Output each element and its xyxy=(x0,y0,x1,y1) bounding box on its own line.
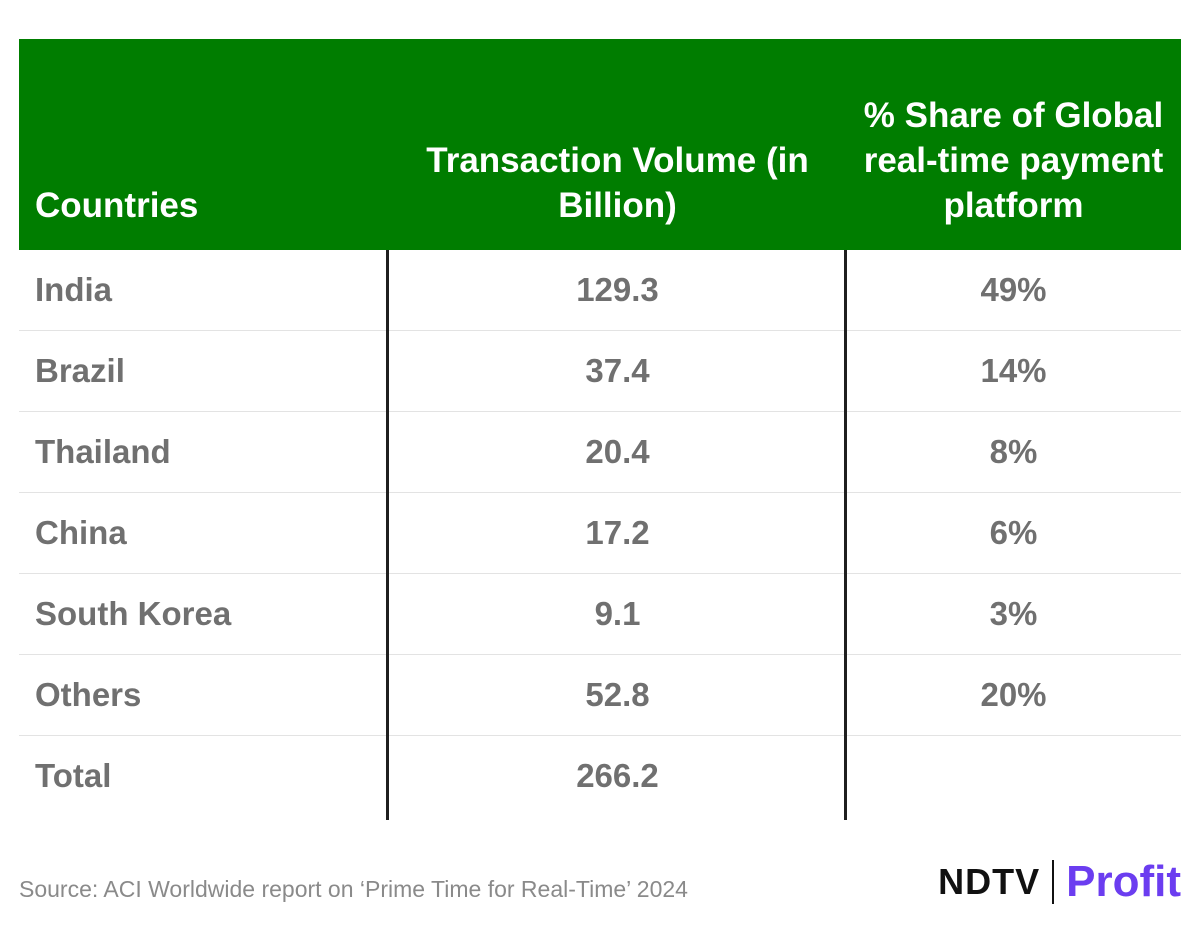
header-share: % Share of Global real-time payment plat… xyxy=(863,96,1164,225)
volume-cell: 20.4 xyxy=(585,433,650,470)
table-row: Brazil 37.4 14% xyxy=(19,330,1181,411)
share-cell: 8% xyxy=(989,433,1038,470)
country-cell: Thailand xyxy=(35,433,171,470)
ndtv-profit-logo: NDTV Profit xyxy=(938,857,1181,906)
volume-cell: 129.3 xyxy=(576,271,659,308)
source-note: Source: ACI Worldwide report on ‘Prime T… xyxy=(19,876,688,902)
share-cell: 14% xyxy=(980,352,1047,389)
share-cell: 49% xyxy=(980,271,1047,308)
country-cell: Others xyxy=(35,676,142,713)
logo-divider xyxy=(1052,860,1055,904)
volume-cell: 266.2 xyxy=(576,757,659,794)
share-cell xyxy=(846,736,1181,816)
table-body: India 129.3 49% Brazil 37.4 14% Thailand 20.4 8%… xyxy=(19,250,1181,816)
column-divider xyxy=(386,250,389,820)
country-cell: Brazil xyxy=(35,352,125,389)
column-divider xyxy=(844,250,847,820)
volume-cell: 52.8 xyxy=(585,676,650,713)
country-cell: South Korea xyxy=(35,595,232,632)
table-row: Thailand 20.4 8% xyxy=(19,411,1181,492)
volume-cell: 17.2 xyxy=(585,514,650,551)
volume-cell: 9.1 xyxy=(594,595,641,632)
logo-ndtv-text: NDTV xyxy=(938,861,1041,902)
table-row: China 17.2 6% xyxy=(19,492,1181,573)
table-row: Others 52.8 20% xyxy=(19,654,1181,735)
header-transaction-volume: Transaction Volume (in Billion) xyxy=(426,141,809,225)
country-cell: Total xyxy=(35,757,112,794)
table-row: India 129.3 49% xyxy=(19,250,1181,330)
share-cell: 3% xyxy=(989,595,1038,632)
header-countries: Countries xyxy=(35,186,199,225)
table-row: South Korea 9.1 3% xyxy=(19,573,1181,654)
country-cell: India xyxy=(35,271,113,308)
share-cell: 6% xyxy=(989,514,1038,551)
country-cell: China xyxy=(35,514,127,551)
table-header: Countries Transaction Volume (in Billion… xyxy=(19,39,1181,250)
logo-profit-text: Profit xyxy=(1066,857,1181,906)
data-table: Countries Transaction Volume (in Billion… xyxy=(19,39,1181,820)
share-cell: 20% xyxy=(980,676,1047,713)
volume-cell: 37.4 xyxy=(585,352,650,389)
table-row: Total 266.2 xyxy=(19,735,1181,816)
